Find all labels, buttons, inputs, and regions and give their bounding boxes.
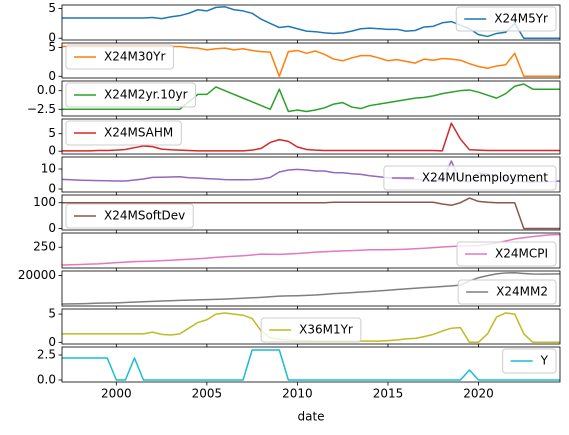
- axes-frame: [61, 42, 561, 79]
- x-tick-label: 2020: [463, 387, 494, 401]
- x-tick-label: 2010: [282, 387, 313, 401]
- y-tick-label: 5: [48, 40, 56, 54]
- data-line: [62, 349, 560, 381]
- data-line: [62, 83, 560, 113]
- data-line: [62, 122, 560, 152]
- legend-label: X24MSoftDev: [104, 209, 185, 223]
- axes-frame: [61, 270, 561, 307]
- legend-box: [455, 6, 557, 32]
- y-tick-label: 0: [48, 182, 56, 196]
- legend-label: X24MCPI: [495, 247, 548, 261]
- legend-label: X24MSAHM: [104, 126, 173, 140]
- axes-frame: [61, 308, 561, 345]
- y-tick-label: 20000: [18, 268, 56, 282]
- y-tick-label: 100: [33, 195, 56, 209]
- legend-label: X24M2yr.10yr: [104, 88, 188, 102]
- legend-label: X24M30Yr: [104, 50, 165, 64]
- x-axis-label: date: [297, 410, 324, 424]
- x-tick-label: 2015: [373, 387, 404, 401]
- y-tick-label: 0: [48, 69, 56, 83]
- legend-label: X36M1Yr: [299, 323, 353, 337]
- axes-frame: [61, 80, 561, 117]
- legend-box: [457, 279, 557, 305]
- y-tick-label: 0.0: [37, 373, 56, 387]
- data-line: [61, 272, 561, 305]
- data-line: [62, 197, 560, 230]
- legend-label: Y: [540, 354, 549, 368]
- axes-frame: [61, 232, 561, 269]
- y-tick-label: 0: [48, 144, 56, 158]
- y-tick-label: 250: [33, 240, 56, 254]
- y-tick-label: 2.5: [37, 348, 56, 362]
- legend-box: [65, 82, 197, 108]
- axes-frame: [61, 118, 561, 155]
- y-tick-label: 0: [48, 221, 56, 235]
- y-tick-label: 10: [41, 162, 56, 176]
- y-tick-label: 0: [48, 335, 56, 349]
- data-line: [62, 6, 560, 39]
- y-tick-label: 0.0: [37, 83, 56, 97]
- axes-frame: [61, 194, 561, 231]
- axes-frame: [61, 346, 561, 383]
- legend-box: [260, 317, 362, 343]
- legend-label: X24MM2: [496, 285, 548, 299]
- legend-label: X24M5Yr: [494, 12, 548, 26]
- legend-box: [65, 44, 174, 70]
- axes-frame: [61, 156, 561, 193]
- legend-box: [65, 120, 182, 146]
- y-tick-label: 5: [48, 126, 56, 140]
- y-tick-label: 5: [48, 1, 56, 15]
- y-tick-label: −2.5: [27, 102, 56, 116]
- x-tick-label: 2000: [101, 387, 132, 401]
- legend-label: X24MUnemployment: [422, 171, 548, 185]
- legend-box: [383, 165, 557, 191]
- x-tick-label: 2005: [192, 387, 223, 401]
- y-tick-label: 0: [48, 31, 56, 45]
- axes-frame: [61, 4, 561, 41]
- legend-box: [456, 241, 557, 267]
- legend-box: [65, 203, 194, 229]
- y-tick-label: 5: [48, 307, 56, 321]
